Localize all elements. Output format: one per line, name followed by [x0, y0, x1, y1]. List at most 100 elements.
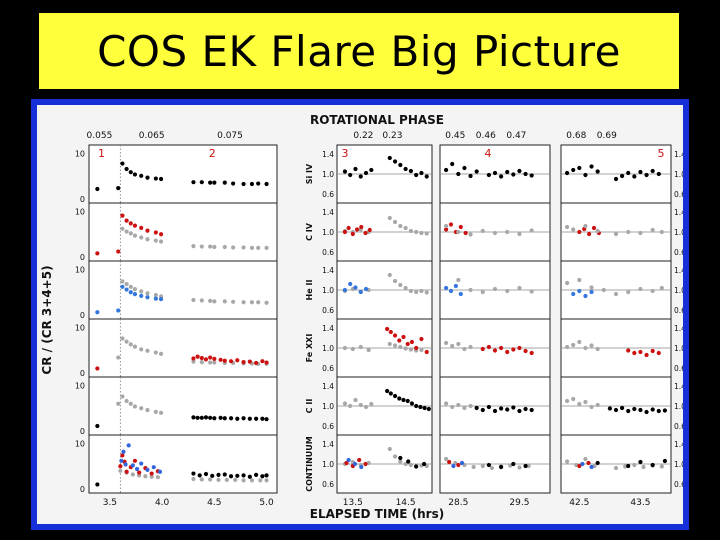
data-point — [392, 393, 398, 399]
data-point — [577, 165, 582, 171]
data-point — [392, 278, 398, 284]
slide-title: COS EK Flare Big Picture — [97, 26, 621, 76]
data-point — [128, 342, 133, 347]
data-point — [352, 461, 358, 467]
right-y-tick-label: 0.6 — [322, 480, 334, 489]
data-point — [260, 474, 265, 479]
data-point — [523, 463, 528, 469]
data-point — [128, 231, 133, 236]
data-point — [480, 289, 485, 295]
right-y-tick-label: 0.6 — [322, 422, 334, 431]
data-point — [128, 284, 133, 289]
data-point — [241, 181, 246, 187]
data-point — [153, 409, 158, 415]
row-label: CONTINUUM — [305, 436, 314, 491]
data-point — [613, 231, 619, 237]
right-y-tick-label: 1.0 — [322, 344, 334, 353]
data-point — [241, 416, 246, 421]
right-y-tick-label: 1.4 — [674, 208, 683, 217]
data-point — [369, 167, 374, 173]
data-point — [595, 402, 600, 408]
data-point — [589, 289, 594, 295]
data-point — [471, 464, 476, 470]
data-point — [626, 463, 631, 469]
data-point — [638, 349, 643, 355]
data-point — [116, 249, 121, 254]
data-point — [659, 229, 664, 235]
data-point — [565, 170, 570, 176]
right-y-tick-label: 1.0 — [674, 228, 683, 237]
data-point — [353, 397, 358, 403]
y-tick-label: 0 — [80, 253, 85, 262]
right-y-tick-label: 1.4 — [322, 266, 334, 275]
x-tick-label: 4.5 — [207, 498, 221, 508]
data-point — [357, 457, 362, 463]
data-point — [492, 230, 498, 236]
data-point — [632, 406, 637, 412]
x-tick-label: 14.5 — [396, 498, 416, 508]
data-point — [571, 396, 576, 402]
data-point — [650, 462, 655, 468]
data-point — [195, 415, 200, 420]
data-point — [158, 351, 164, 357]
data-point — [118, 468, 123, 473]
data-point — [116, 401, 121, 406]
data-point — [571, 167, 576, 173]
data-point — [613, 291, 619, 297]
data-point — [387, 155, 392, 161]
data-point — [126, 443, 131, 448]
y-tick-label: 0 — [80, 427, 85, 436]
right-y-tick-label: 0.6 — [674, 190, 683, 199]
data-point — [444, 285, 449, 291]
right-y-tick-label: 1.4 — [674, 266, 683, 275]
data-point — [208, 477, 213, 482]
data-point — [580, 461, 585, 467]
data-point — [158, 296, 164, 302]
data-point — [480, 228, 485, 234]
data-point — [197, 473, 202, 478]
data-point — [149, 474, 154, 479]
data-point — [583, 223, 588, 229]
data-point — [153, 350, 158, 355]
data-point — [422, 405, 427, 411]
data-point — [199, 298, 204, 303]
data-point — [620, 173, 625, 179]
data-point — [414, 289, 419, 295]
data-point — [212, 416, 217, 421]
data-point — [158, 410, 164, 415]
data-point — [120, 336, 125, 341]
data-point — [468, 344, 473, 350]
data-point — [367, 227, 372, 233]
data-point — [191, 415, 196, 420]
data-point — [414, 172, 419, 178]
data-point — [577, 229, 582, 235]
data-point — [145, 237, 150, 242]
data-point — [392, 333, 398, 338]
data-point — [444, 456, 449, 462]
x-tick-label: 43.5 — [630, 498, 650, 508]
row-label: C IV — [305, 222, 314, 241]
data-point — [120, 213, 125, 218]
y-tick-label: 10 — [75, 208, 85, 217]
data-point — [199, 355, 204, 361]
row-label: C II — [305, 399, 314, 414]
data-point — [260, 416, 265, 421]
right-y-tick-label: 1.4 — [322, 324, 334, 333]
row-label: He II — [305, 280, 314, 301]
data-point — [387, 215, 392, 221]
phase-tick-label: 0.47 — [506, 131, 526, 141]
data-point — [153, 296, 158, 301]
right-y-tick-label: 1.4 — [322, 440, 334, 449]
data-point — [264, 300, 269, 305]
data-point — [632, 350, 637, 356]
data-point — [650, 407, 655, 412]
phase-tick-label: 0.69 — [597, 131, 617, 141]
data-point — [358, 289, 363, 295]
data-point — [342, 345, 348, 351]
data-point — [505, 169, 510, 175]
data-point — [392, 159, 398, 164]
right-y-tick-label: 1.4 — [322, 382, 334, 391]
data-point — [474, 405, 479, 411]
data-point — [121, 449, 126, 454]
data-point — [419, 347, 424, 353]
